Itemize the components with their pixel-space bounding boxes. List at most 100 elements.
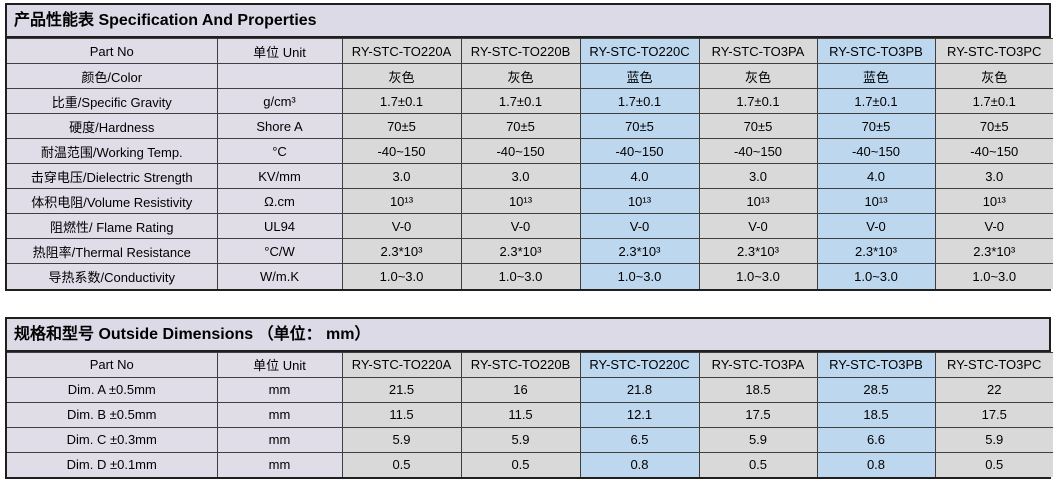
unit-cell: mm <box>216 401 343 428</box>
header-cell: 单位 Unit <box>216 38 343 64</box>
table-row: 耐温范围/Working Temp. °C -40~150 -40~150 -40~15… <box>7 138 1053 164</box>
table-row: Dim. A ±0.5mm mm 21.5 16 21.8 18.5 28.5 22 <box>7 376 1053 403</box>
table-row: Dim. D ±0.1mm mm 0.5 0.5 0.8 0.5 0.8 0.5 <box>7 451 1053 477</box>
value-cell: 0.5 <box>934 451 1053 477</box>
value-cell: -40~150 <box>934 138 1053 164</box>
value-cell: V-0 <box>579 213 700 239</box>
value-cell: 10¹³ <box>579 188 700 214</box>
table-row: 硬度/Hardness Shore A 70±5 70±5 70±5 70±5 70±5 70… <box>7 113 1053 139</box>
row-label-cell: 击穿电压/Dielectric Strength <box>7 163 218 189</box>
value-cell: 1.0~3.0 <box>341 263 462 289</box>
table-row: 阻燃性/ Flame Rating UL94 V-0 V-0 V-0 V-0 V-0 V-0 <box>7 213 1053 239</box>
table-row: Dim. C ±0.3mm mm 5.9 5.9 6.5 5.9 6.6 5.9 <box>7 426 1053 453</box>
value-cell: V-0 <box>934 213 1053 239</box>
value-cell: 1.7±0.1 <box>460 88 581 114</box>
value-cell: 5.9 <box>934 426 1053 453</box>
table-row: 热阻率/Thermal Resistance °C/W 2.3*10³ 2.3*10³… <box>7 238 1053 264</box>
header-cell: Part No <box>7 351 218 378</box>
value-cell: 2.3*10³ <box>579 238 700 264</box>
value-cell: 10¹³ <box>460 188 581 214</box>
value-cell: 0.8 <box>816 451 936 477</box>
value-cell: 2.3*10³ <box>341 238 462 264</box>
value-cell: 2.3*10³ <box>698 238 818 264</box>
unit-cell <box>216 63 343 89</box>
table-row: Dim. B ±0.5mm mm 11.5 11.5 12.1 17.5 18.5 17.5 <box>7 401 1053 428</box>
column-header-partno: RY-STC-TO220A <box>341 351 462 378</box>
column-header-partno: RY-STC-TO3PC <box>934 38 1053 64</box>
column-header-partno: RY-STC-TO220A <box>341 38 462 64</box>
unit-cell: KV/mm <box>216 163 343 189</box>
value-cell: 6.6 <box>816 426 936 453</box>
value-cell: 11.5 <box>460 401 581 428</box>
value-cell: 灰色 <box>460 63 581 89</box>
value-cell: 17.5 <box>698 401 818 428</box>
row-label-cell: 体积电阻/Volume Resistivity <box>7 188 218 214</box>
unit-cell: °C <box>216 138 343 164</box>
table-row: 击穿电压/Dielectric Strength KV/mm 3.0 3.0 4.0 3.… <box>7 163 1053 189</box>
value-cell: 2.3*10³ <box>816 238 936 264</box>
row-label-cell: 耐温范围/Working Temp. <box>7 138 218 164</box>
unit-cell: g/cm³ <box>216 88 343 114</box>
row-label-cell: 颜色/Color <box>7 63 218 89</box>
value-cell: 0.5 <box>460 451 581 477</box>
table-row: 颜色/Color 灰色 灰色 蓝色 灰色 蓝色 灰色 <box>7 63 1053 89</box>
unit-cell: UL94 <box>216 213 343 239</box>
value-cell: 70±5 <box>460 113 581 139</box>
value-cell: -40~150 <box>816 138 936 164</box>
value-cell: 1.7±0.1 <box>579 88 700 114</box>
spec-properties-table: Part No 单位 Unit RY-STC-TO220A RY-STC-TO220B… <box>7 38 1053 289</box>
outside-dimensions-title: 规格和型号 Outside Dimensions （单位： mm） <box>7 318 1049 352</box>
unit-cell: Ω.cm <box>216 188 343 214</box>
table-header-row: Part No 单位 Unit RY-STC-TO220A RY-STC-TO220B… <box>7 351 1053 378</box>
unit-cell: W/m.K <box>216 263 343 289</box>
value-cell: 1.0~3.0 <box>698 263 818 289</box>
value-cell: 10¹³ <box>816 188 936 214</box>
value-cell: 21.8 <box>579 376 700 403</box>
value-cell: 0.5 <box>341 451 462 477</box>
row-label-cell: Dim. A ±0.5mm <box>7 376 218 403</box>
value-cell: 11.5 <box>341 401 462 428</box>
value-cell: 28.5 <box>816 376 936 403</box>
table-row: 导热系数/Conductivity W/m.K 1.0~3.0 1.0~3.0 1.0~… <box>7 263 1053 289</box>
value-cell: 1.7±0.1 <box>698 88 818 114</box>
value-cell: 灰色 <box>341 63 462 89</box>
value-cell: 1.7±0.1 <box>341 88 462 114</box>
value-cell: V-0 <box>816 213 936 239</box>
row-label-cell: Dim. D ±0.1mm <box>7 451 218 477</box>
value-cell: 6.5 <box>579 426 700 453</box>
value-cell: V-0 <box>341 213 462 239</box>
row-label-cell: 比重/Specific Gravity <box>7 88 218 114</box>
section-spacer <box>5 291 1051 317</box>
spec-properties-title: 产品性能表 Specification And Properties <box>7 5 1049 38</box>
column-header-partno: RY-STC-TO3PC <box>934 351 1053 378</box>
value-cell: 1.0~3.0 <box>460 263 581 289</box>
outside-dimensions-section: 规格和型号 Outside Dimensions （单位： mm） Part N… <box>5 316 1053 479</box>
table-row: 体积电阻/Volume Resistivity Ω.cm 10¹³ 10¹³ 10¹³ 1… <box>7 188 1053 214</box>
value-cell: 4.0 <box>816 163 936 189</box>
value-cell: V-0 <box>698 213 818 239</box>
row-label-cell: 硬度/Hardness <box>7 113 218 139</box>
value-cell: 16 <box>460 376 581 403</box>
value-cell: 1.0~3.0 <box>579 263 700 289</box>
value-cell: -40~150 <box>341 138 462 164</box>
column-header-partno: RY-STC-TO3PB <box>816 38 936 64</box>
row-label-cell: Dim. B ±0.5mm <box>7 401 218 428</box>
value-cell: 22 <box>934 376 1053 403</box>
value-cell: 4.0 <box>579 163 700 189</box>
value-cell: 1.0~3.0 <box>816 263 936 289</box>
header-cell: 单位 Unit <box>216 351 343 378</box>
column-header-partno: RY-STC-TO220C <box>579 351 700 378</box>
value-cell: 3.0 <box>698 163 818 189</box>
unit-cell: Shore A <box>216 113 343 139</box>
value-cell: 70±5 <box>579 113 700 139</box>
column-header-partno: RY-STC-TO220B <box>460 38 581 64</box>
value-cell: -40~150 <box>698 138 818 164</box>
value-cell: 17.5 <box>934 401 1053 428</box>
value-cell: -40~150 <box>579 138 700 164</box>
value-cell: 5.9 <box>698 426 818 453</box>
column-header-partno: RY-STC-TO3PB <box>816 351 936 378</box>
value-cell: 70±5 <box>698 113 818 139</box>
row-label-cell: Dim. C ±0.3mm <box>7 426 218 453</box>
row-label-cell: 热阻率/Thermal Resistance <box>7 238 218 264</box>
